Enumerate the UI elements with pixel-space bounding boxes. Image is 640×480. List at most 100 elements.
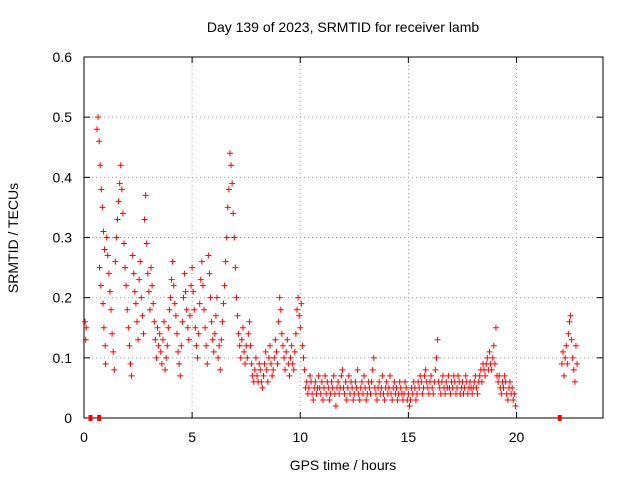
data-point (231, 234, 238, 241)
x-axis-label: GPS time / hours (290, 457, 397, 473)
data-point (455, 372, 462, 379)
data-point (152, 336, 159, 343)
data-point (259, 384, 266, 391)
data-point (394, 396, 401, 403)
x-tick-label: 5 (188, 429, 196, 445)
zero-data-point (88, 415, 93, 421)
data-point (218, 336, 225, 343)
data-point (213, 294, 220, 301)
data-point (301, 366, 308, 373)
data-point (170, 282, 177, 289)
data-point (110, 348, 117, 355)
data-point (203, 342, 210, 349)
data-point (383, 378, 390, 385)
data-point (571, 378, 578, 385)
data-point (133, 318, 140, 325)
data-point (121, 240, 128, 247)
data-point (257, 366, 264, 373)
data-point (192, 324, 199, 331)
data-point (199, 282, 206, 289)
data-point (161, 318, 168, 325)
data-point (246, 318, 253, 325)
data-point (100, 324, 107, 331)
data-point (95, 114, 102, 121)
data-point (379, 372, 386, 379)
data-point (119, 210, 126, 217)
data-point (363, 396, 370, 403)
data-point (414, 390, 421, 397)
y-tick-label: 0.2 (53, 290, 73, 306)
data-point (439, 372, 446, 379)
data-point (233, 294, 240, 301)
data-point (176, 360, 183, 367)
data-point (258, 378, 265, 385)
data-point (288, 342, 295, 349)
data-point (374, 396, 381, 403)
data-point (319, 396, 326, 403)
data-point (376, 378, 383, 385)
data-point (148, 264, 155, 271)
data-point (510, 396, 517, 403)
data-point (109, 330, 116, 337)
data-point (356, 396, 363, 403)
data-point (190, 288, 197, 295)
data-point (421, 372, 428, 379)
data-point (432, 366, 439, 373)
data-point (486, 348, 493, 355)
data-point (254, 372, 260, 379)
data-point (412, 396, 419, 403)
data-point (402, 378, 409, 385)
data-point (194, 354, 201, 361)
data-point (111, 366, 118, 373)
data-point (100, 228, 107, 235)
data-point (241, 348, 248, 355)
grid-layer (84, 57, 603, 418)
data-point (146, 306, 153, 313)
data-point (445, 372, 452, 379)
data-point (381, 396, 388, 403)
data-point (179, 318, 186, 325)
data-point (264, 378, 271, 385)
data-point (177, 372, 184, 379)
data-point (93, 126, 100, 133)
data-point (570, 366, 577, 373)
data-point (276, 294, 283, 301)
data-point (175, 348, 182, 355)
data-point (191, 306, 198, 313)
data-point (232, 264, 239, 271)
data-point (132, 300, 139, 307)
data-point (568, 336, 575, 343)
data-point (403, 384, 410, 391)
data-point (130, 270, 137, 277)
data-point (186, 312, 193, 319)
data-point (226, 150, 233, 157)
data-point (396, 378, 403, 385)
data-point (173, 330, 180, 337)
data-point (406, 402, 413, 409)
data-point (332, 402, 339, 409)
data-point (289, 360, 296, 367)
data-point (104, 252, 111, 259)
data-point (433, 354, 440, 361)
data-point (123, 282, 130, 289)
data-point (155, 342, 162, 349)
data-point (217, 366, 224, 373)
data-point (238, 336, 245, 343)
data-point (126, 342, 133, 349)
data-point (125, 324, 132, 331)
data-point (434, 336, 441, 343)
data-point (216, 342, 223, 349)
data-point (143, 240, 150, 247)
data-point (105, 270, 112, 277)
data-point (112, 258, 119, 265)
data-point (237, 354, 244, 361)
data-point (269, 372, 276, 379)
data-point (294, 306, 301, 313)
data-point (100, 300, 107, 307)
data-point (469, 390, 476, 397)
data-point (422, 366, 429, 373)
data-point (166, 306, 173, 313)
data-point (273, 348, 280, 355)
data-point (322, 372, 329, 379)
data-point (184, 324, 191, 331)
